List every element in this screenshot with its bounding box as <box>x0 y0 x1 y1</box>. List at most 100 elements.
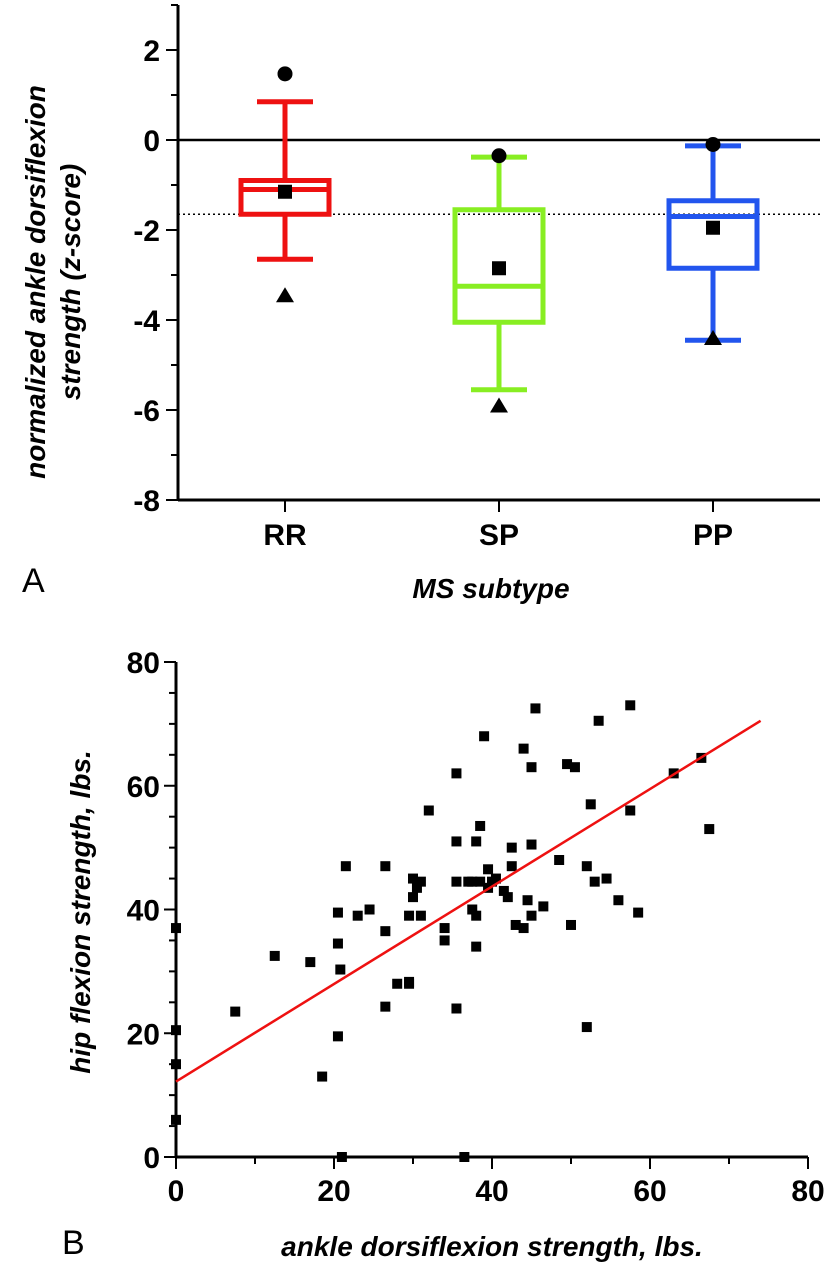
panel-b-x-tick-label: 60 <box>633 1175 666 1208</box>
data-point <box>415 910 426 921</box>
data-point <box>415 876 426 887</box>
mean-marker <box>706 220 720 235</box>
data-point <box>471 836 482 847</box>
panel-a-x-label: MS subtype <box>412 573 569 604</box>
data-point <box>269 950 280 961</box>
mean-marker <box>492 261 506 276</box>
data-point <box>490 873 501 884</box>
box-iqr <box>666 198 760 271</box>
box-iqr <box>238 178 332 217</box>
panel-b-y-tick-label: 0 <box>143 1142 160 1175</box>
data-point <box>530 703 541 714</box>
data-point <box>340 861 351 872</box>
data-point <box>483 864 494 875</box>
data-point <box>380 861 391 872</box>
data-point <box>332 938 343 949</box>
data-point <box>404 910 415 921</box>
panel-b-x-tick-label: 20 <box>317 1175 350 1208</box>
data-point <box>451 1003 462 1014</box>
data-point <box>502 892 513 903</box>
data-point <box>510 919 521 930</box>
data-point <box>335 964 346 975</box>
data-point <box>475 820 486 831</box>
data-point <box>471 910 482 921</box>
data-point <box>408 892 418 903</box>
data-point <box>451 876 462 887</box>
panel-b-y-label: hip flexion strength, lbs. <box>65 750 96 1074</box>
box-sp <box>452 148 546 413</box>
data-point <box>589 876 600 887</box>
data-point <box>408 873 418 884</box>
data-point <box>230 1006 241 1017</box>
data-point <box>526 839 537 850</box>
data-point <box>439 935 450 946</box>
min-marker <box>704 330 722 345</box>
data-point <box>526 910 537 921</box>
panel-a-y-label-line2: strength (z-score) <box>55 164 86 400</box>
data-point <box>467 876 478 887</box>
panel-a-x-tick-label: RR <box>263 519 307 552</box>
data-point <box>554 855 565 865</box>
data-point <box>451 768 462 779</box>
panel-b-y-tick-label: 80 <box>127 647 160 680</box>
data-point <box>633 907 644 918</box>
data-point <box>518 923 529 934</box>
panel-b-label: B <box>62 1224 85 1262</box>
mean-marker <box>278 184 292 199</box>
max-marker <box>491 148 507 164</box>
data-point <box>404 978 415 989</box>
panel-b-y-tick-label: 20 <box>127 1018 160 1051</box>
min-marker <box>490 397 508 413</box>
box-iqr <box>452 207 546 325</box>
panel-a-x-tick-label: SP <box>479 519 519 552</box>
panel-a-y-tick-label: 0 <box>143 125 160 158</box>
data-point <box>479 731 490 742</box>
regression-line <box>175 719 762 1083</box>
data-point <box>392 978 403 989</box>
data-point <box>332 1031 343 1042</box>
panel-a-y-tick-label: -8 <box>133 485 160 518</box>
panel-b-y-tick-label: 60 <box>127 771 160 804</box>
data-point <box>471 941 482 952</box>
data-point <box>171 923 181 934</box>
panel-a-y-tick-label: 2 <box>143 35 160 68</box>
data-point <box>171 1059 181 1070</box>
data-point <box>352 910 363 921</box>
data-point <box>569 762 580 773</box>
data-point <box>317 1071 328 1082</box>
data-point <box>380 1001 391 1012</box>
data-point <box>459 1152 470 1162</box>
data-point <box>566 919 576 930</box>
data-point <box>336 1152 347 1162</box>
data-point <box>562 759 573 770</box>
data-point <box>475 876 486 887</box>
data-point <box>423 805 434 816</box>
data-point <box>439 923 450 934</box>
data-point <box>613 895 624 906</box>
data-point <box>593 715 604 726</box>
panel-a-x-tick-label: PP <box>693 519 733 552</box>
box-rr <box>238 66 332 303</box>
panel-a-y-label-line1: normalized ankle dorsiflexion <box>20 85 51 479</box>
data-point <box>451 836 462 847</box>
data-point <box>625 805 636 816</box>
panel-b-x-tick-label: 0 <box>168 1175 185 1208</box>
min-marker <box>276 287 294 303</box>
data-point <box>601 873 612 884</box>
panel-b-x-tick-label: 80 <box>791 1175 824 1208</box>
max-marker <box>705 137 721 152</box>
data-point <box>518 743 529 754</box>
data-point <box>380 926 391 937</box>
data-point <box>506 861 517 872</box>
panel-b-x-tick-label: 40 <box>475 1175 508 1208</box>
data-point <box>411 882 422 893</box>
data-point <box>526 762 537 773</box>
panel-b-x-label: ankle dorsiflexion strength, lbs. <box>281 1231 703 1262</box>
data-point <box>585 799 596 810</box>
data-point <box>171 1114 181 1125</box>
panel-a-label: A <box>22 562 45 600</box>
max-marker <box>277 66 293 82</box>
box-pp <box>666 137 760 345</box>
panel-a-box-plot: 2 0 -2 -4 -6 -8 RR SP PP normalized ankle dorsi… <box>20 4 820 604</box>
data-point <box>171 1025 181 1036</box>
